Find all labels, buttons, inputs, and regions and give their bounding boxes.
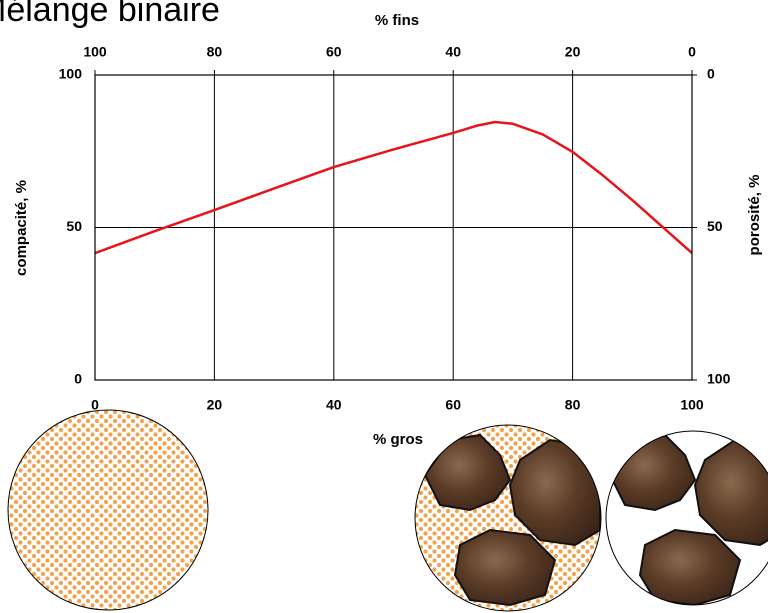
fine-grains — [8, 410, 208, 610]
x-tick-label: 20 — [207, 397, 223, 413]
y2-axis-label: porosité, % — [746, 175, 763, 256]
x2-axis-label: % fins — [375, 12, 419, 29]
y-tick-label: 0 — [74, 371, 82, 387]
x-tick-label: 40 — [326, 397, 342, 413]
x-tick-label: 0 — [91, 397, 99, 413]
y-tick-label: 100 — [59, 66, 83, 82]
x-tick-label: 60 — [445, 397, 461, 413]
coarse-grains — [600, 420, 768, 613]
x2-tick-label: 0 — [688, 44, 696, 60]
x2-tick-label: 80 — [207, 44, 223, 60]
data-line — [95, 122, 692, 253]
x-tick-label: 100 — [680, 397, 704, 413]
x2-tick-label: 100 — [83, 44, 107, 60]
x2-tick-label: 20 — [565, 44, 581, 60]
plot-area — [95, 75, 692, 380]
title: Mélange binaire — [0, 0, 220, 29]
mixed-grains — [410, 420, 610, 613]
y-axis-label: compacité, % — [13, 180, 30, 276]
x-tick-label: 80 — [565, 397, 581, 413]
chart: Mélange binaire % fins % gros compacité,… — [0, 0, 768, 613]
y2-tick-label: 50 — [707, 218, 723, 234]
y2-tick-label: 0 — [707, 66, 715, 82]
x-axis-label: % gros — [373, 431, 423, 448]
y-tick-label: 50 — [66, 218, 82, 234]
x2-tick-label: 40 — [445, 44, 461, 60]
x2-tick-label: 60 — [326, 44, 342, 60]
y2-tick-label: 100 — [707, 371, 731, 387]
